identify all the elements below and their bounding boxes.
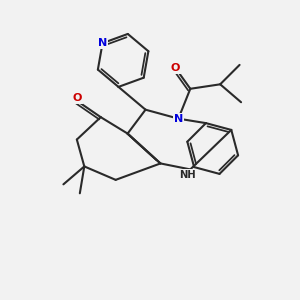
Text: O: O — [72, 93, 82, 103]
Text: N: N — [174, 114, 183, 124]
Text: O: O — [171, 63, 180, 73]
Text: N: N — [98, 38, 107, 48]
Text: NH: NH — [179, 170, 196, 180]
